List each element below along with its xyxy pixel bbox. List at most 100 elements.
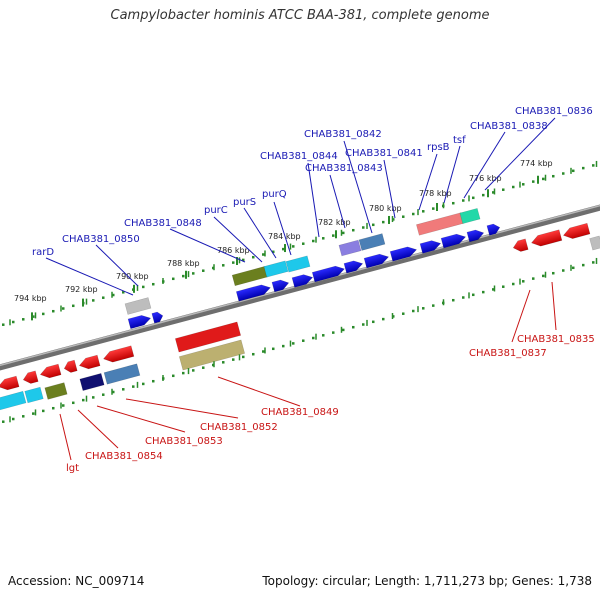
tick-dot-lower <box>122 388 125 391</box>
leader-forward <box>243 207 277 259</box>
tick-dot-upper <box>312 239 315 243</box>
leader-forward <box>95 244 139 287</box>
gene-label-forward: purS <box>233 197 256 208</box>
tick-dot-upper <box>152 282 155 286</box>
tick-dot-upper <box>512 185 515 189</box>
band-forward-violet <box>338 239 362 257</box>
tick-dot-lower <box>382 317 385 321</box>
tick-dot-upper <box>402 215 405 218</box>
tick-dot-lower <box>552 271 555 275</box>
tick-dot-upper <box>372 223 375 227</box>
tick-dot-upper <box>552 174 555 178</box>
tick-label: 792 kbp <box>65 285 98 294</box>
band-forward-steel <box>358 233 386 251</box>
tick-dot-lower <box>72 401 75 405</box>
gene-label-forward: rpsB <box>427 142 450 153</box>
band-reverse-grey <box>589 235 600 251</box>
tick-dot-lower <box>322 334 325 337</box>
band-reverse-cyan <box>0 390 27 412</box>
tick-dot-upper <box>492 191 495 194</box>
tick-dot-upper <box>172 277 175 281</box>
tick-marks: 774 kbp 776 kbp 778 kbp 780 kbp 782 kbp 784 k… <box>2 159 598 423</box>
tick-dot-upper <box>292 245 295 248</box>
leader-forward <box>418 153 438 211</box>
tick-dot-lower <box>62 404 65 407</box>
tick-dot-lower <box>422 307 425 310</box>
gene-label-forward: CHAB381_0838 <box>470 121 548 132</box>
tick-dot-lower <box>572 266 575 270</box>
band-reverse-steel <box>103 363 141 385</box>
tick-dot-upper <box>592 164 595 167</box>
tick-dot-lower <box>562 269 565 272</box>
cds-reverse <box>39 363 62 379</box>
cds-forward <box>271 279 290 293</box>
band-forward-olive <box>231 265 269 287</box>
leader-reverse <box>511 289 531 343</box>
cds-forward <box>466 229 485 243</box>
tick-dot-lower <box>142 382 145 386</box>
tick-label: 778 kbp <box>419 189 452 198</box>
cds-reverse <box>78 354 101 370</box>
tick-dot-lower <box>532 277 535 280</box>
band-reverse-cyan <box>24 386 44 404</box>
tick-dot-lower <box>522 280 525 283</box>
leader-forward <box>343 140 373 234</box>
tick-dot-lower <box>52 406 55 410</box>
tick-dot-upper <box>232 261 235 264</box>
tick-dot-upper <box>202 269 205 272</box>
leader-reverse <box>96 405 186 433</box>
tick-dot-upper <box>572 169 575 173</box>
tick-dot-lower <box>362 323 365 326</box>
gene-label-reverse: CHAB381_0854 <box>85 451 163 462</box>
leader-forward <box>383 159 396 219</box>
tick-dot-upper <box>102 296 105 299</box>
tick-dot-lower <box>112 390 115 394</box>
cds-forward <box>235 284 271 302</box>
tick-dot-lower <box>222 361 225 364</box>
tick-dot-upper <box>72 304 75 308</box>
tick-dot-upper <box>382 220 385 224</box>
tick-dot-lower <box>372 320 375 324</box>
tick-dot-lower <box>102 393 105 396</box>
cds-reverse <box>531 229 563 247</box>
gene-label-forward: rarD <box>32 247 54 258</box>
leader-forward <box>307 162 320 238</box>
tick-dot-lower <box>512 282 515 286</box>
tick-dot-upper <box>542 177 545 181</box>
tick-label: 784 kbp <box>268 232 301 241</box>
tick-dot-upper <box>62 307 65 310</box>
tick-dot-upper <box>462 199 465 202</box>
leader-forward <box>45 257 134 296</box>
band-reverse-olive <box>44 382 68 400</box>
tick-dot-lower <box>542 274 545 278</box>
leader-reverse <box>551 281 557 331</box>
tick-dot-lower <box>292 342 295 345</box>
leader-forward <box>484 117 556 191</box>
band-forward-cyan <box>285 255 311 273</box>
tick-dot-lower <box>402 312 405 315</box>
tick-dot-upper <box>332 234 335 237</box>
cds-forward <box>291 274 314 288</box>
tick-dot-upper <box>92 299 95 302</box>
tick-dot-lower <box>502 285 505 288</box>
tick-label: 794 kbp <box>14 294 47 303</box>
tick-dot-upper <box>12 320 15 324</box>
tick-dot-lower <box>252 352 255 356</box>
tick-dot-upper <box>522 183 525 186</box>
cds-reverse <box>0 375 20 391</box>
tick-dot-upper <box>242 258 245 262</box>
tick-dot-lower <box>452 298 455 302</box>
tick-dot-lower <box>302 339 305 342</box>
tick-label: 776 kbp <box>469 174 502 183</box>
leader-forward <box>329 174 346 229</box>
tick-label: 780 kbp <box>369 204 402 213</box>
tick-dot-lower <box>472 293 475 297</box>
cds-arrows <box>0 222 591 391</box>
gene-label-forward: CHAB381_0841 <box>345 148 423 159</box>
gene-label-forward: CHAB381_0843 <box>305 163 383 174</box>
tick-label: 782 kbp <box>318 218 351 227</box>
gene-label-reverse: CHAB381_0849 <box>261 407 339 418</box>
tick-dot-upper <box>22 318 25 321</box>
tick-dot-lower <box>152 379 155 383</box>
